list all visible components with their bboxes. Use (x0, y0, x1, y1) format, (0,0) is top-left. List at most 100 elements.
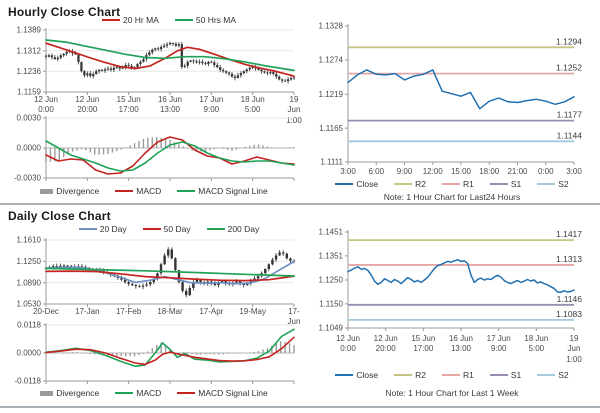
legend-item-s2: S2 (537, 179, 569, 189)
hourly-pivot-legend: Close R2 R1 S1 S2 (308, 179, 596, 189)
x-axis-label: 12 Jun 0:00 (33, 95, 59, 115)
legend-swatch (115, 391, 134, 395)
x-axis-label: 0:00 (537, 167, 554, 176)
legend-swatch (441, 373, 460, 377)
svg-text:1.1159: 1.1159 (17, 88, 41, 97)
legend-item-divergence: Divergence (40, 186, 99, 196)
svg-text:1.0890: 1.0890 (17, 278, 42, 287)
x-axis-label: 12:00 (422, 167, 443, 176)
legend-item-200-day: 200 Day (206, 224, 260, 234)
legend-label: 200 Day (227, 224, 260, 234)
legend-label: MACD (136, 388, 162, 398)
hourly-macd-legend: Divergence MACD MACD Signal Line (16, 186, 292, 196)
legend-label: MACD Signal Line (198, 388, 268, 398)
x-axis-label: 3:00 (340, 167, 356, 176)
weekly-pivot-chart: 1.1451 1.1351 1.1250 1.1150 1.1049 1.1417 1.13… (319, 228, 583, 333)
legend-item-divergence: Divergence (40, 388, 99, 398)
x-axis-label: 17-Feb (115, 307, 142, 316)
legend-label: Divergence (56, 388, 100, 398)
legend-item-close: Close (335, 179, 378, 189)
legend-label: 20 Day (99, 224, 127, 234)
svg-text:0.0000: 0.0000 (17, 349, 42, 358)
svg-text:1.1165: 1.1165 (319, 124, 343, 133)
legend-swatch (174, 18, 193, 22)
legend-label: R2 (415, 179, 426, 189)
svg-text:0.0030: 0.0030 (17, 114, 42, 123)
legend-item-macd: MACD (115, 388, 161, 398)
legend-label: R1 (462, 370, 474, 380)
svg-text:1.0530: 1.0530 (17, 300, 42, 309)
pivot-value-label-r2: 1.1417 (556, 229, 582, 239)
weekly-pivot-x-axis: 12 Jun 0:00 12 Jun 20:00 15 Jun 17:00 16 Ju… (336, 334, 582, 364)
legend-swatch (101, 18, 120, 22)
legend-item-20-day: 20 Day (78, 224, 127, 234)
x-axis-label: 16 Jun 13:00 (448, 334, 474, 354)
legend-item-macd-signal-line: MACD Signal Line (177, 388, 268, 398)
legend-item-macd-signal-line: MACD Signal Line (177, 186, 268, 196)
svg-text:1.1150: 1.1150 (319, 299, 343, 308)
legend-label: Divergence (56, 186, 100, 196)
legend-item-macd: MACD (115, 186, 161, 196)
legend-label: 50 Day (163, 224, 191, 234)
legend-label: S1 (510, 179, 522, 189)
legend-item-r1: R1 (441, 370, 474, 380)
daily-macd-chart: 0.0118 0.0000 -0.0118 (14, 321, 295, 386)
svg-text:-0.0118: -0.0118 (14, 377, 41, 386)
legend-swatch (177, 189, 196, 193)
legend-swatch (537, 182, 556, 186)
legend-swatch (489, 182, 508, 186)
hourly-macd-chart: 0.0030 0.0000 -0.0030 (14, 114, 295, 183)
pivot-value-label-s1: 1.1146 (557, 294, 583, 304)
x-axis-label: 6:00 (368, 167, 385, 176)
legend-label: MACD (136, 186, 162, 196)
svg-text:1.1111: 1.1111 (320, 158, 343, 167)
legend-swatch (40, 390, 54, 396)
hourly-ma-legend: 20 Hr MA 50 Hrs MA (46, 15, 292, 25)
svg-text:1.1049: 1.1049 (319, 324, 344, 333)
legend-label: Close (356, 370, 379, 380)
svg-text:1.1250: 1.1250 (17, 257, 42, 266)
legend-swatch (394, 182, 413, 186)
legend-item-r2: R2 (394, 179, 426, 189)
svg-text:1.1236: 1.1236 (17, 67, 42, 76)
legend-item-20-hr-ma: 20 Hr MA (101, 15, 159, 25)
legend-swatch (40, 188, 54, 194)
legend-swatch (78, 227, 97, 231)
legend-item-s1: S1 (489, 179, 522, 189)
weekly-pivot-legend: Close R2 R1 S1 S2 (308, 370, 596, 380)
svg-text:-0.0030: -0.0030 (14, 174, 42, 183)
x-axis-label: 17-Jan (75, 307, 100, 316)
hourly-pivot-chart: 1.1328 1.1274 1.1219 1.1165 1.1111 1.1294 1.12… (319, 22, 583, 167)
legend-label: 20 Hr MA (122, 15, 159, 25)
x-axis-label: 19 Jun 1:00 (286, 95, 302, 125)
x-axis-label: 18-Mar (157, 307, 183, 316)
pivot-value-label-s2: 1.1144 (557, 130, 583, 140)
x-axis-label: 17 Jun 9:00 (199, 95, 224, 115)
legend-item-close: Close (335, 370, 378, 380)
legend-item-s2: S2 (537, 370, 569, 380)
hourly-pivot-x-axis: 3:00 6:00 9:00 12:00 15:00 18:00 21:00 0:00 3:00 (340, 167, 582, 187)
x-axis-label: 19 Jun 1:00 (566, 334, 582, 364)
legend-swatch (206, 227, 225, 231)
x-axis-label: 12 Jun 0:00 (335, 334, 361, 354)
legend-item-50-hrs-ma: 50 Hrs MA (174, 15, 236, 25)
daily-price-x-axis: 20-Dec 17-Jan 17-Feb 18-Mar 17-Apr 19-May 17-J… (33, 307, 300, 327)
section-divider-top (0, 203, 600, 205)
legend-swatch (177, 391, 196, 395)
legend-swatch (115, 189, 134, 193)
svg-text:0.0000: 0.0000 (17, 144, 42, 153)
hourly-price-x-axis: 12 Jun 0:00 12 Jun 20:00 15 Jun 17:00 16 Ju… (34, 95, 302, 125)
section-divider-bottom (0, 406, 600, 408)
legend-item-50-day: 50 Day (142, 224, 191, 234)
legend-item-r2: R2 (394, 370, 426, 380)
legend-label: R2 (415, 370, 426, 380)
svg-text:1.1274: 1.1274 (319, 55, 344, 64)
svg-text:1.1312: 1.1312 (17, 46, 42, 55)
x-axis-label: 18:00 (479, 167, 500, 176)
x-axis-label: 19-May (239, 307, 266, 316)
x-axis-label: 3:00 (566, 167, 582, 176)
svg-text:1.1610: 1.1610 (17, 236, 42, 245)
daily-macd-legend: Divergence MACD MACD Signal Line (16, 388, 292, 398)
legend-label: Close (356, 179, 379, 189)
